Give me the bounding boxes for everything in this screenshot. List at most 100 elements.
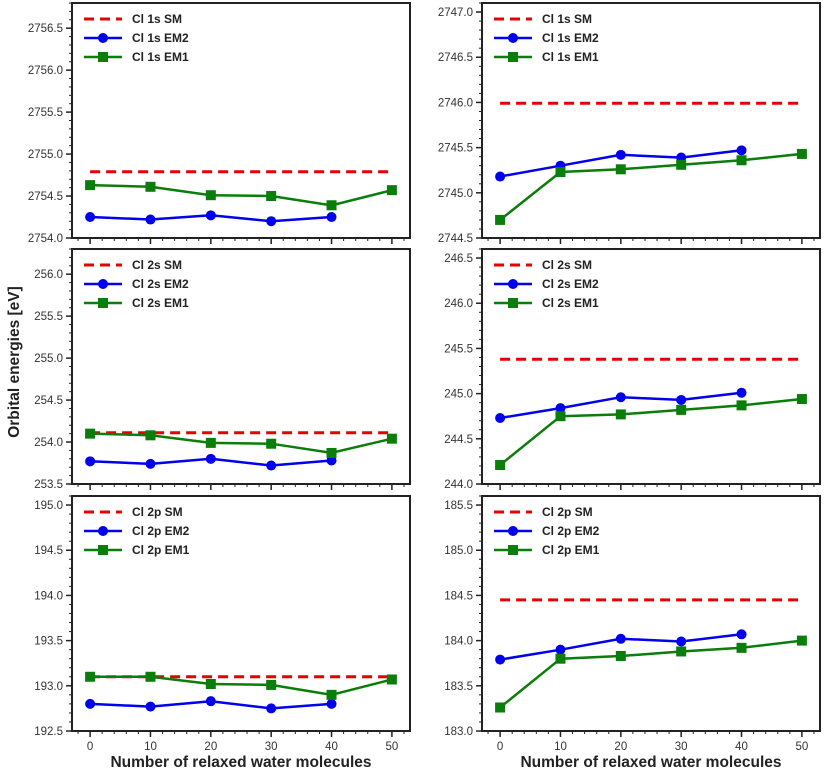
data-point-square bbox=[145, 430, 156, 441]
legend-label: Cl 2s EM1 bbox=[132, 296, 189, 310]
legend-marker-square bbox=[508, 52, 518, 62]
data-point-circle bbox=[676, 394, 687, 405]
data-point-circle bbox=[495, 654, 506, 665]
data-point-circle bbox=[145, 214, 156, 225]
plot-frame bbox=[481, 2, 821, 239]
series-em2 bbox=[495, 387, 747, 424]
legend-label: Cl 2p EM2 bbox=[132, 524, 190, 538]
data-point-square bbox=[205, 679, 216, 689]
data-point-circle bbox=[615, 633, 626, 644]
x-tick-label: 10 bbox=[144, 741, 157, 753]
y-tick-label: 2745.5 bbox=[438, 143, 473, 155]
y-tick-label: 185.0 bbox=[444, 545, 473, 557]
legend-label: Cl 2p SM bbox=[542, 505, 593, 519]
data-point-circle bbox=[615, 392, 626, 403]
plot-frame bbox=[71, 2, 411, 239]
legend-marker-circle bbox=[508, 526, 518, 536]
y-tick-label: 184.5 bbox=[444, 590, 473, 602]
data-point-square bbox=[555, 167, 566, 178]
chart-panel-5: 192.5 193.0 193.5 194.0 194.5 195.0 0 10 20 30 40 5… bbox=[34, 495, 411, 771]
x-tick-label: 30 bbox=[265, 741, 278, 753]
legend-marker-square bbox=[508, 545, 518, 555]
y-tick-label: 193.5 bbox=[34, 636, 63, 648]
y-tick-label: 246.0 bbox=[444, 298, 473, 310]
x-axis-label: Number of relaxed water molecules bbox=[110, 754, 371, 771]
data-point-square bbox=[85, 428, 96, 439]
series-line-em1 bbox=[499, 397, 803, 466]
legend-label: Cl 1s SM bbox=[542, 12, 592, 26]
legend: Cl 1s SM Cl 1s EM2 Cl 1s EM1 bbox=[494, 12, 599, 64]
data-point-square bbox=[555, 653, 566, 664]
data-point-square bbox=[386, 674, 397, 685]
legend-marker-square bbox=[98, 298, 108, 308]
data-point-square bbox=[326, 200, 337, 211]
y-tick-label: 244.5 bbox=[444, 434, 473, 446]
data-point-circle bbox=[615, 149, 626, 160]
series-em1 bbox=[495, 394, 807, 471]
y-tick-label: 184.0 bbox=[444, 636, 473, 648]
x-tick-label: 40 bbox=[325, 741, 338, 753]
series-em2 bbox=[85, 453, 337, 471]
chart-panel-1: 2754.0 2754.5 2755.0 2755.5 2756.0 2756.5 Cl 1… bbox=[28, 2, 411, 245]
x-tick-label: 50 bbox=[795, 741, 808, 753]
x-tick-label: 30 bbox=[675, 741, 688, 753]
data-point-circle bbox=[326, 698, 337, 709]
x-tick-label: 20 bbox=[614, 741, 627, 753]
legend-marker-circle bbox=[98, 279, 108, 289]
y-tick-label: 183.5 bbox=[444, 681, 473, 693]
data-point-square bbox=[676, 159, 687, 170]
y-tick-label: 183.0 bbox=[444, 726, 473, 738]
data-point-square bbox=[796, 148, 807, 159]
legend: Cl 2s SM Cl 2s EM2 Cl 2s EM1 bbox=[494, 258, 599, 310]
series-em1 bbox=[85, 428, 397, 458]
y-tick-label: 2747.0 bbox=[438, 7, 473, 19]
data-point-square bbox=[85, 671, 96, 682]
data-point-square bbox=[386, 433, 397, 444]
data-point-square bbox=[796, 635, 807, 646]
plot-frame bbox=[71, 495, 411, 732]
y-tick-label: 2754.0 bbox=[28, 233, 63, 245]
y-tick-label: 2746.5 bbox=[438, 52, 473, 64]
chart-panel-6: 183.0 183.5 184.0 184.5 185.0 185.5 0 10 20 30 40 5… bbox=[444, 495, 821, 771]
legend-label: Cl 1s EM2 bbox=[542, 31, 599, 45]
legend-label: Cl 2s SM bbox=[132, 258, 182, 272]
series-line-em1 bbox=[499, 152, 803, 221]
y-tick-label: 256.0 bbox=[34, 269, 63, 281]
series-em2 bbox=[495, 629, 747, 665]
legend-label: Cl 2s SM bbox=[542, 258, 592, 272]
data-point-square bbox=[205, 190, 216, 201]
series-em2 bbox=[495, 145, 747, 182]
legend-label: Cl 2p SM bbox=[132, 505, 183, 519]
data-point-square bbox=[615, 409, 626, 420]
x-tick-label: 0 bbox=[87, 741, 93, 753]
y-tick-label: 2754.5 bbox=[28, 191, 63, 203]
series-line-em1 bbox=[499, 639, 803, 709]
data-point-square bbox=[615, 164, 626, 175]
figure-ylabel: Orbital energies [eV] bbox=[6, 286, 23, 438]
data-point-circle bbox=[205, 210, 216, 221]
y-tick-label: 245.0 bbox=[444, 389, 473, 401]
legend-marker-circle bbox=[508, 279, 518, 289]
x-tick-label: 20 bbox=[204, 741, 217, 753]
data-point-circle bbox=[145, 701, 156, 712]
y-tick-label: 2755.5 bbox=[28, 107, 63, 119]
data-point-circle bbox=[495, 171, 506, 182]
series-line-em1 bbox=[90, 432, 393, 455]
y-tick-label: 195.0 bbox=[34, 500, 63, 512]
series-line-em1 bbox=[90, 183, 393, 207]
data-point-circle bbox=[205, 453, 216, 464]
legend-label: Cl 2p EM2 bbox=[542, 524, 600, 538]
data-point-circle bbox=[266, 703, 277, 714]
y-tick-label: 2746.0 bbox=[438, 97, 473, 109]
plot-frame bbox=[71, 248, 411, 485]
y-tick-label: 2756.5 bbox=[28, 23, 63, 35]
data-point-circle bbox=[145, 458, 156, 469]
data-point-square bbox=[386, 185, 397, 196]
series-em1 bbox=[85, 671, 397, 700]
legend-label: Cl 1s EM2 bbox=[132, 31, 189, 45]
y-tick-label: 192.5 bbox=[34, 726, 63, 738]
legend: Cl 2s SM Cl 2s EM2 Cl 2s EM1 bbox=[84, 258, 189, 310]
legend-label: Cl 2p EM1 bbox=[132, 543, 190, 557]
data-point-circle bbox=[326, 212, 337, 223]
